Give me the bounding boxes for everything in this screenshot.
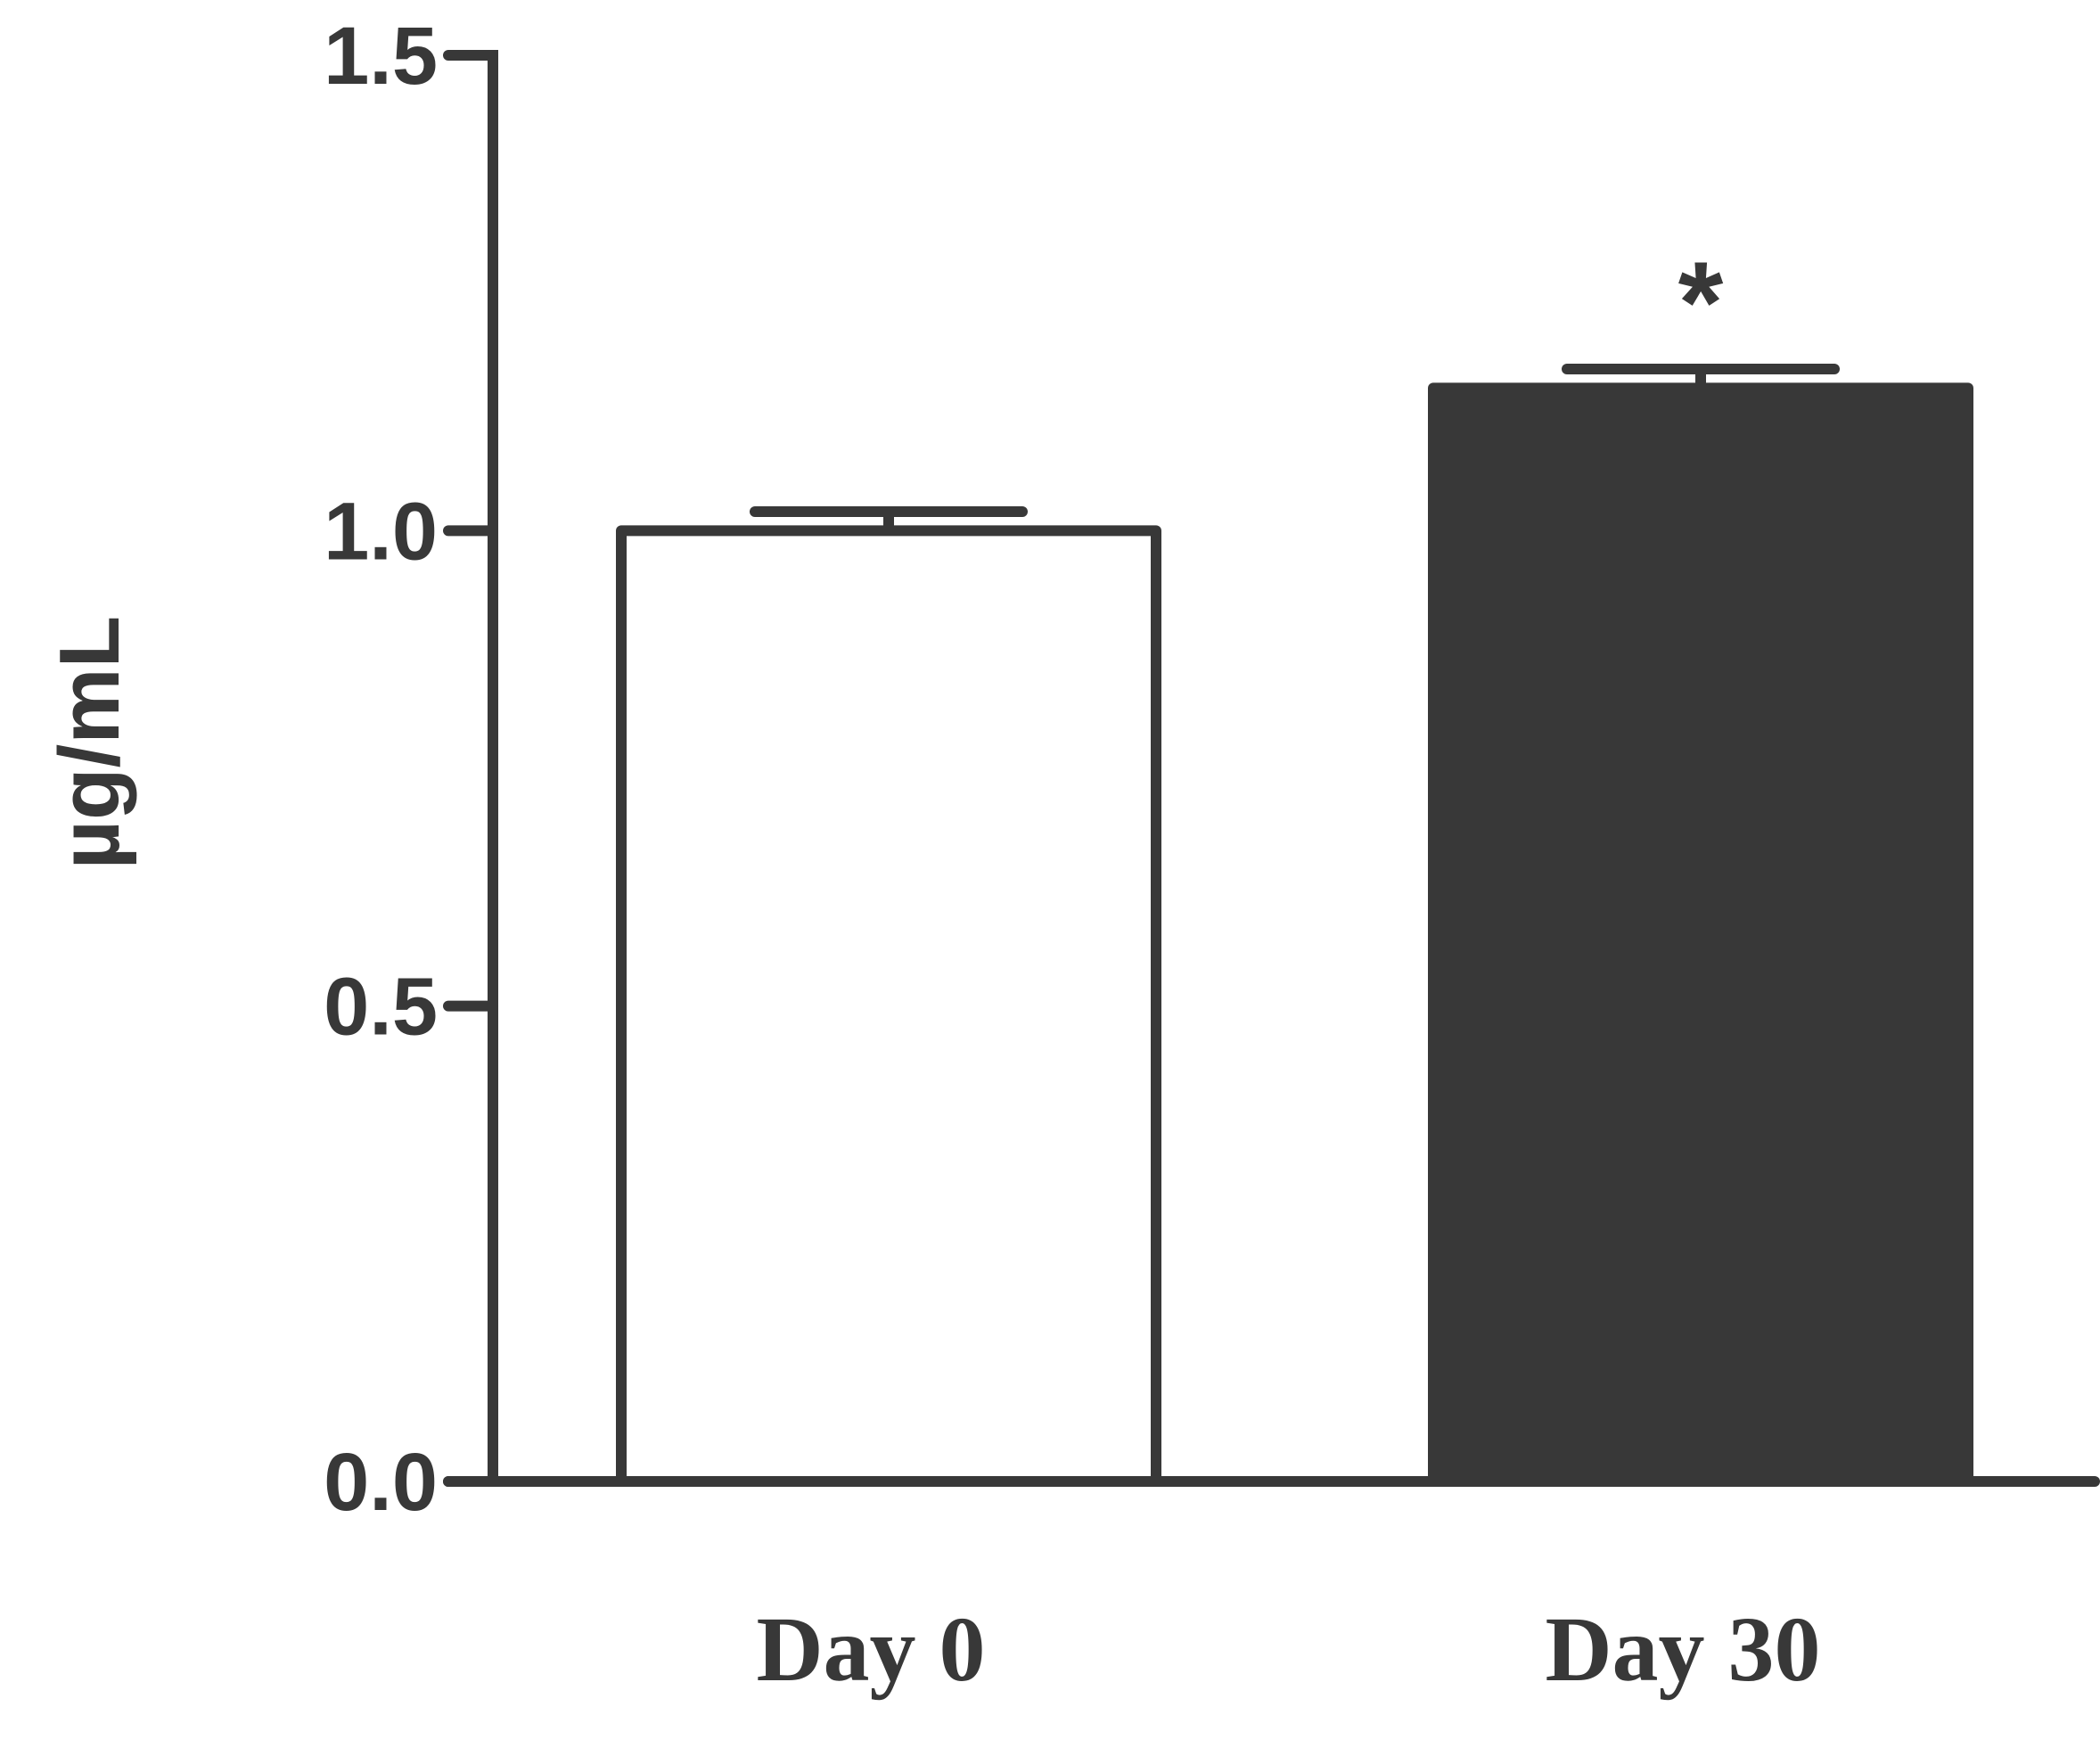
- bars: *: [616, 237, 1973, 1487]
- bar-day-30: [1428, 382, 1973, 1487]
- y-axis-title: µg/mL: [42, 616, 137, 870]
- x-category-label-0: Day 0: [756, 1598, 985, 1701]
- y-axis-ticks: 0.0 0.5 1.0 1.5: [324, 11, 498, 1528]
- bar-day-0: [616, 525, 1161, 1487]
- y-tick-label-3: 1.5: [324, 11, 438, 102]
- significance-asterisk: *: [1678, 237, 1724, 367]
- axes: [443, 50, 2100, 1487]
- x-category-label-1: Day 30: [1545, 1598, 1820, 1701]
- y-tick-label-0: 0.0: [324, 1437, 438, 1528]
- y-tick-label-2: 1.0: [324, 486, 438, 577]
- y-tick-label-1: 0.5: [324, 962, 438, 1053]
- x-axis-category-labels: Day 0 Day 30: [756, 1598, 1820, 1701]
